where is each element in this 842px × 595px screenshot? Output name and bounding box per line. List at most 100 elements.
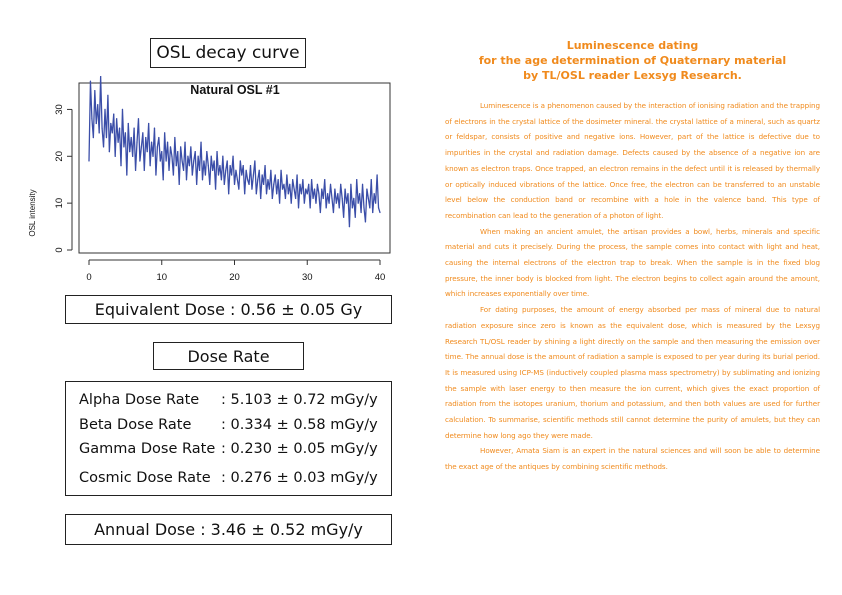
data-point [148, 122, 150, 125]
data-point [265, 193, 268, 195]
data-point [292, 179, 294, 181]
data-point [279, 202, 281, 204]
data-point [143, 169, 145, 171]
data-point [366, 188, 368, 190]
data-point [194, 151, 196, 153]
dose-rate-label: Alpha Dose Rate [79, 392, 200, 409]
article-body: Luminescence is a phenomenon caused by t… [445, 98, 820, 475]
data-point [133, 127, 135, 129]
article-paragraph: When making an ancient amulet, the artis… [445, 226, 820, 299]
dose-rate-label: Gamma Dose Rate [79, 441, 216, 458]
data-point [233, 183, 236, 185]
data-point [206, 151, 208, 153]
data-point [95, 122, 97, 125]
osl-series-line [88, 75, 381, 228]
dose-rate-label: Beta Dose Rate [79, 416, 192, 433]
data-point [375, 202, 377, 204]
data-point [302, 179, 304, 181]
article-paragraph: Luminescence is a phenomenon caused by t… [445, 101, 820, 220]
data-point [251, 188, 253, 190]
data-point [156, 146, 158, 148]
data-point [277, 179, 279, 181]
data-point [372, 211, 374, 214]
data-point [114, 155, 116, 157]
data-point [321, 188, 323, 190]
dose-rate-row-beta: Beta Dose Rate : 0.334 ± 0.58 mGy/y [79, 413, 391, 438]
data-point [337, 193, 339, 195]
data-point [177, 151, 179, 153]
data-point [212, 169, 214, 171]
data-point [181, 160, 183, 162]
data-point [101, 127, 103, 129]
data-point [343, 216, 345, 218]
data-point [306, 193, 308, 195]
data-point [94, 90, 96, 92]
data-point [214, 188, 217, 190]
data-point [98, 132, 100, 134]
article-heading-line: Luminescence dating [566, 39, 699, 52]
data-point [295, 197, 297, 200]
data-point [188, 165, 190, 167]
data-point [363, 207, 365, 209]
data-point [187, 155, 189, 157]
data-point [207, 165, 209, 167]
data-point [263, 183, 265, 185]
data-point [324, 179, 326, 181]
data-point [238, 188, 240, 190]
data-point [134, 169, 137, 171]
data-point [274, 174, 276, 176]
dose-rate-title: Dose Rate [187, 346, 270, 366]
data-point [308, 183, 310, 185]
data-point [149, 165, 151, 167]
plot-frame [78, 82, 391, 254]
data-point [219, 165, 221, 167]
data-point [108, 151, 110, 153]
data-point [268, 188, 271, 190]
data-point [209, 183, 211, 185]
data-point [267, 179, 269, 181]
chart-box-title-text: OSL decay curve [156, 43, 300, 63]
data-point [190, 146, 192, 148]
y-tick-label: 10 [54, 198, 65, 209]
data-point [164, 132, 166, 134]
data-point [319, 211, 321, 214]
data-point [110, 122, 112, 125]
data-point [376, 174, 378, 176]
data-point [313, 188, 316, 190]
data-point [283, 183, 285, 185]
data-point [174, 136, 176, 139]
data-point [175, 165, 177, 167]
data-point [293, 188, 295, 190]
data-point [145, 136, 147, 139]
data-point [248, 183, 250, 185]
data-point [169, 146, 172, 148]
article: Luminescence dating for the age determin… [445, 38, 820, 475]
data-point [258, 169, 260, 171]
article-paragraph: For dating purposes, the amount of energ… [445, 305, 820, 440]
data-point [244, 193, 246, 195]
dose-rate-value: : 0.230 ± 0.05 mGy/y [221, 441, 378, 458]
data-point [162, 179, 164, 181]
data-point [178, 183, 180, 185]
data-point [286, 174, 288, 176]
dose-rate-title-box: Dose Rate [153, 342, 304, 370]
data-point [305, 188, 307, 190]
data-point [341, 197, 343, 200]
data-point [89, 80, 92, 82]
data-point [226, 160, 228, 162]
data-point [196, 183, 198, 185]
data-point [348, 225, 351, 228]
data-point [220, 179, 223, 181]
data-point [357, 202, 359, 204]
data-point [331, 197, 333, 200]
data-point [281, 188, 284, 190]
data-point [158, 136, 160, 139]
data-point [373, 193, 375, 195]
data-point [116, 118, 118, 120]
data-point [361, 183, 364, 185]
data-point [204, 174, 206, 176]
data-point [104, 108, 106, 111]
data-point [335, 202, 337, 204]
dose-rate-row-alpha: Alpha Dose Rate : 5.103 ± 0.72 mGy/y [79, 388, 391, 413]
data-point [150, 141, 153, 143]
